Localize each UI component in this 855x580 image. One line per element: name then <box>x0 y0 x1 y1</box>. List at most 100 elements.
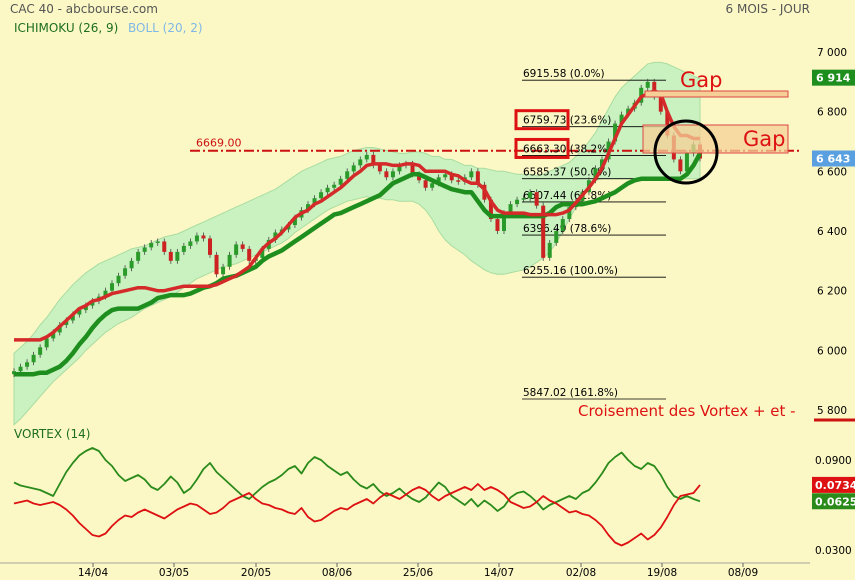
candle-body <box>292 217 297 226</box>
gap-right-label: Gap <box>743 127 785 151</box>
x-tick-label: 20/05 <box>241 567 271 579</box>
candle-body <box>488 199 493 220</box>
candle-body <box>319 192 324 199</box>
candle-body <box>351 165 356 172</box>
candle-body <box>371 154 376 166</box>
candle-body <box>475 171 480 185</box>
boll-legend: BOLL (20, 2) <box>128 21 203 35</box>
x-tick-label: 25/06 <box>403 567 434 579</box>
candle-body <box>142 247 147 252</box>
candle-body <box>234 244 239 255</box>
candle-body <box>44 338 49 348</box>
candle-body <box>188 241 193 246</box>
candle-body <box>214 254 219 275</box>
price-tick-label: 6 000 <box>817 345 847 357</box>
candle-body <box>684 153 689 172</box>
candle-body <box>436 177 441 184</box>
candle-body <box>25 362 30 367</box>
vortex-plus-line <box>13 447 701 512</box>
candle-body <box>247 248 252 261</box>
candle-body <box>70 314 75 321</box>
candle-body <box>626 108 631 115</box>
candle-body <box>312 198 317 205</box>
crossing-label: Croisement des Vortex + et - <box>578 402 796 420</box>
period-label: 6 MOIS - JOUR <box>726 2 810 16</box>
candle-body <box>358 159 363 166</box>
candle-body <box>136 251 141 261</box>
chart-title: CAC 40 - abcbourse.com <box>10 2 158 16</box>
candle-body <box>423 180 428 188</box>
candle-body <box>221 266 226 275</box>
candle-body <box>508 204 513 214</box>
candle-body <box>567 207 572 220</box>
candle-body <box>240 244 245 249</box>
gap-circle <box>653 119 719 185</box>
candle-body <box>77 310 82 315</box>
candle-body <box>665 111 670 136</box>
fib-label: 6396.49 (78.6%) <box>523 223 611 235</box>
price-badge-label: 6 914 <box>816 72 851 85</box>
candle-body <box>260 248 265 258</box>
price-badge <box>812 69 855 86</box>
candle-body <box>593 168 598 181</box>
candle-body <box>645 81 650 88</box>
price-badge <box>812 150 855 167</box>
candle-body <box>168 251 173 261</box>
candle-body <box>410 163 415 175</box>
x-tick-label: 08/06 <box>322 567 353 579</box>
x-tick-label: 08/09 <box>728 567 758 579</box>
fib-highlight-box <box>514 137 570 159</box>
vortex-panel <box>13 447 701 547</box>
candle-body <box>534 192 539 206</box>
axes: 7 000 6 800 6 600 6 400 6 200 6 000 5 800 6 914… <box>0 47 855 579</box>
candle-body <box>155 241 160 243</box>
candle-body <box>397 165 402 172</box>
candle-body <box>554 231 559 243</box>
candle-body <box>515 199 520 205</box>
tenkan-line <box>14 152 702 377</box>
candle-body <box>377 165 382 172</box>
candle-body <box>678 159 683 172</box>
candle-body <box>449 174 454 181</box>
candle-body <box>417 174 422 181</box>
candle-body <box>345 171 350 179</box>
candle-body <box>338 178 343 185</box>
vortex-badge-label: 0.0625 <box>815 495 855 508</box>
candle-body <box>443 174 448 178</box>
candle-body <box>332 184 337 188</box>
candle-body <box>162 241 167 252</box>
candle-body <box>149 242 154 248</box>
candle-body <box>364 154 369 160</box>
candle-body <box>521 198 526 200</box>
candle-body <box>456 180 461 182</box>
candle-body <box>495 219 500 231</box>
candle-body <box>658 96 663 112</box>
candle-body <box>83 305 88 311</box>
candle-body <box>306 204 310 211</box>
x-tick-label: 14/04 <box>78 567 109 579</box>
candle-body <box>129 260 134 269</box>
candle-body <box>175 251 180 261</box>
kijun-line <box>14 89 700 342</box>
candle-body <box>194 235 199 242</box>
vortex-tick-label: 0.0900 <box>815 455 852 467</box>
candle-body <box>38 347 43 355</box>
candle-body <box>116 275 121 284</box>
vortex-minus-line <box>13 483 701 547</box>
x-tick-label: 02/08 <box>566 567 596 579</box>
fib-label: 6255.16 (100.0%) <box>523 265 618 277</box>
gap-top-box <box>644 90 789 98</box>
candle-body <box>110 283 114 291</box>
resistance-label: 6669.00 <box>196 137 242 150</box>
fib-label: 6915.58 (0.0%) <box>523 68 605 80</box>
candle-body <box>541 205 546 258</box>
vortex-badge-label: 0.0734 <box>815 479 855 492</box>
x-tick-label: 14/07 <box>484 567 514 579</box>
candle-body <box>619 114 624 124</box>
vortex-legend: VORTEX (14) <box>14 427 91 441</box>
price-badge-label: 6 643 <box>816 153 850 166</box>
candle-body <box>103 290 108 297</box>
fib-label: 6585.37 (50.0%) <box>523 167 611 179</box>
candle-body <box>390 171 395 178</box>
price-tick-label: 5 800 <box>817 405 847 417</box>
